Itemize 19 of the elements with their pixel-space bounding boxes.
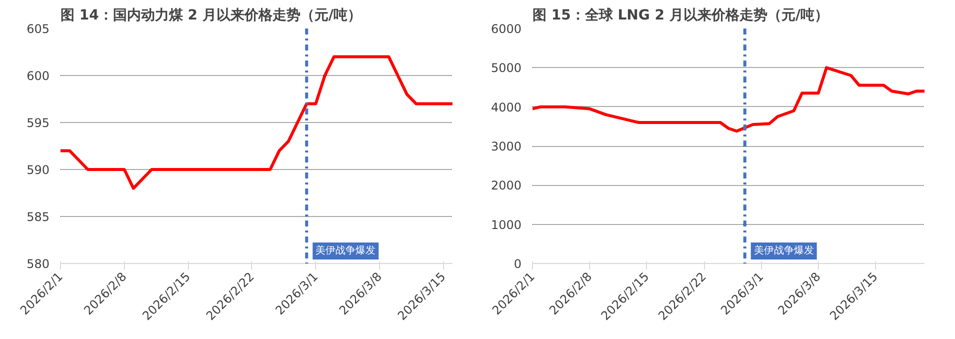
chart-title: 图 15：全球 LNG 2 月以来价格走势（元/吨）: [532, 8, 828, 24]
ref-line-label: 美伊战争爆发: [316, 244, 376, 256]
ref-line-label: 美伊战争爆发: [754, 244, 814, 256]
y-tick-label: 3000: [490, 140, 522, 154]
line-series: [532, 66, 924, 133]
chart-title: 图 14：国内动力煤 2 月以来价格走势（元/吨）: [60, 8, 362, 24]
y-tick-label: 585: [26, 210, 50, 224]
y-tick-label: 595: [26, 116, 50, 130]
y-tick-label: 1000: [490, 218, 522, 232]
line-series: [60, 55, 452, 190]
y-tick-label: 580: [26, 257, 50, 271]
y-tick-label: 600: [26, 69, 50, 83]
y-tick-label: 605: [26, 22, 50, 36]
y-tick-label: 4000: [490, 100, 522, 114]
y-tick-label: 6000: [490, 22, 522, 36]
y-tick-label: 5000: [490, 61, 522, 76]
y-tick-label: 0: [514, 257, 522, 271]
y-tick-label: 2000: [490, 178, 522, 193]
y-tick-label: 590: [26, 163, 50, 177]
